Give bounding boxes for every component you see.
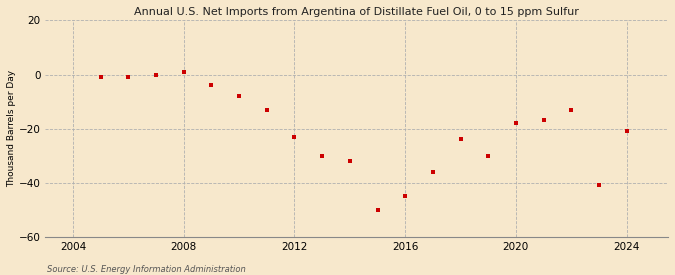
Point [317, 153, 327, 158]
Point [593, 183, 604, 188]
Point [261, 108, 272, 112]
Point [510, 121, 521, 125]
Point [483, 153, 493, 158]
Point [178, 70, 189, 74]
Point [151, 72, 161, 77]
Point [400, 194, 410, 198]
Point [427, 170, 438, 174]
Point [289, 134, 300, 139]
Point [566, 108, 576, 112]
Point [123, 75, 134, 79]
Point [234, 94, 244, 98]
Point [455, 137, 466, 142]
Title: Annual U.S. Net Imports from Argentina of Distillate Fuel Oil, 0 to 15 ppm Sulfu: Annual U.S. Net Imports from Argentina o… [134, 7, 579, 17]
Point [372, 207, 383, 212]
Point [538, 118, 549, 123]
Y-axis label: Thousand Barrels per Day: Thousand Barrels per Day [7, 70, 16, 187]
Point [206, 83, 217, 87]
Text: Source: U.S. Energy Information Administration: Source: U.S. Energy Information Administ… [47, 265, 246, 274]
Point [344, 159, 355, 163]
Point [95, 75, 106, 79]
Point [621, 129, 632, 133]
